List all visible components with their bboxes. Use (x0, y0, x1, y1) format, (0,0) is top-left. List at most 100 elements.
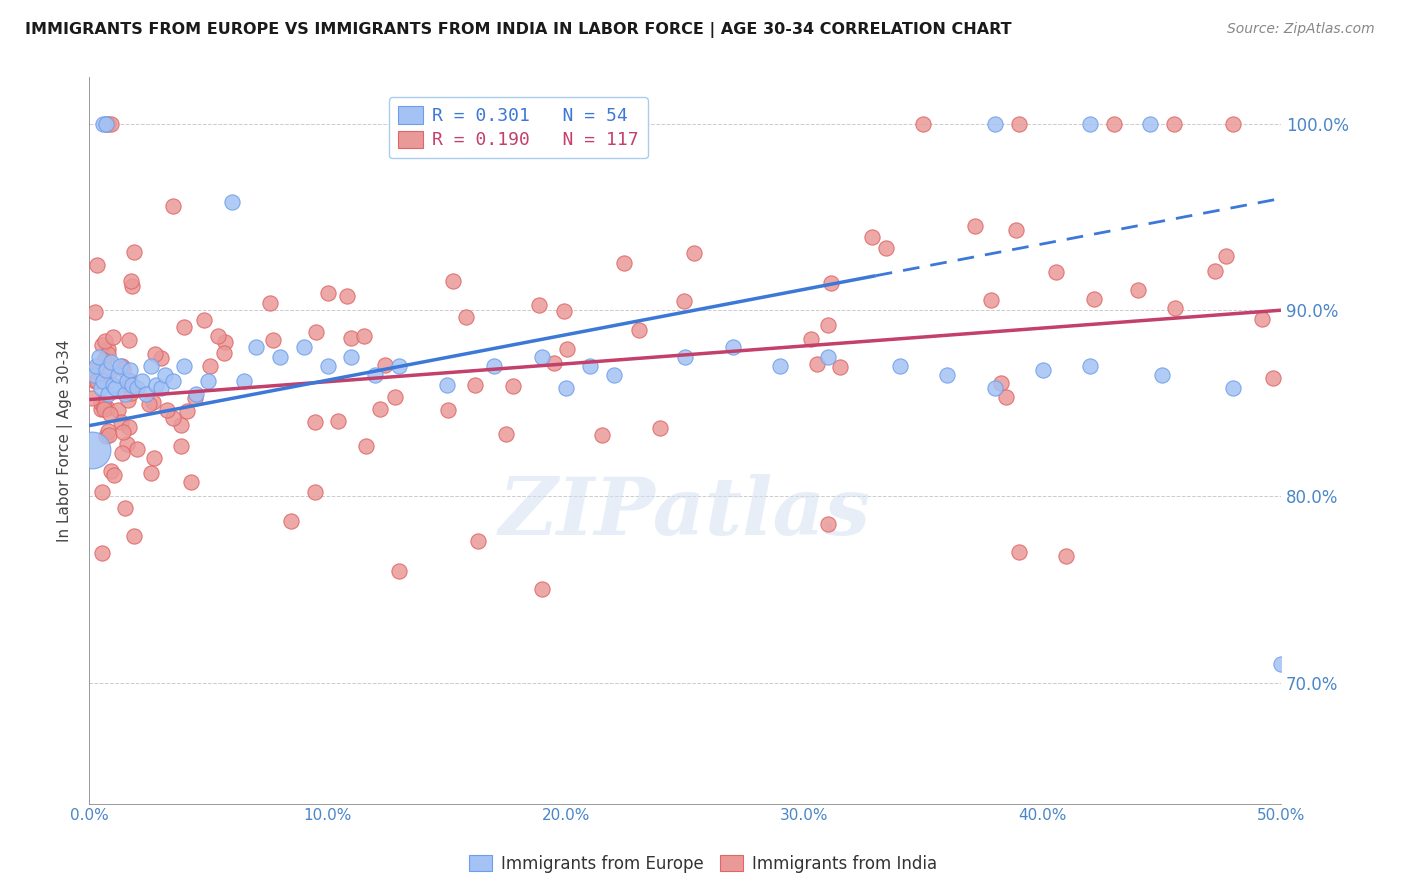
Point (117, 392, 139, 407)
Point (464, 378, 486, 392)
Text: ZIPatlas: ZIPatlas (499, 475, 872, 552)
Point (114, 387, 136, 401)
Point (682, 246, 704, 260)
Point (1078, 359, 1101, 373)
Point (602, 368, 624, 383)
Point (1163, 301, 1185, 315)
Point (1128, 283, 1150, 297)
Point (990, 376, 1012, 390)
Legend: R = 0.301   N = 54, R = 0.190   N = 117: R = 0.301 N = 54, R = 0.190 N = 117 (388, 97, 648, 159)
Point (162, 374, 184, 388)
Point (139, 466, 162, 480)
Point (340, 331, 363, 345)
Point (145, 377, 167, 392)
Point (963, 219, 986, 233)
Point (107, 402, 129, 417)
Point (984, 381, 1007, 395)
Point (384, 390, 406, 404)
Point (97, 424, 120, 438)
Point (456, 310, 478, 324)
Point (101, 377, 124, 392)
Point (1215, 249, 1237, 263)
Point (316, 285, 339, 300)
Point (83, 374, 105, 388)
Point (269, 350, 291, 364)
Point (101, 330, 124, 344)
Point (142, 451, 165, 466)
Text: IMMIGRANTS FROM EUROPE VS IMMIGRANTS FROM INDIA IN LABOR FORCE | AGE 30-34 CORRE: IMMIGRANTS FROM EUROPE VS IMMIGRANTS FRO… (25, 22, 1012, 38)
Point (121, 278, 143, 293)
Point (340, 350, 363, 364)
Point (120, 382, 142, 396)
Point (112, 361, 135, 376)
Point (118, 372, 141, 386)
Text: Source: ZipAtlas.com: Source: ZipAtlas.com (1227, 22, 1375, 37)
Point (110, 415, 132, 429)
Point (170, 439, 193, 453)
Point (82, 362, 104, 376)
Legend: Immigrants from Europe, Immigrants from India: Immigrants from Europe, Immigrants from … (463, 848, 943, 880)
Point (1139, 117, 1161, 131)
Point (388, 564, 411, 578)
Point (305, 325, 328, 339)
Point (91, 485, 114, 500)
Point (353, 329, 375, 343)
Point (221, 195, 243, 210)
Point (995, 391, 1018, 405)
Point (104, 381, 127, 395)
Point (97, 346, 120, 360)
Point (94, 429, 117, 443)
Point (120, 386, 142, 401)
Point (97, 117, 120, 131)
Point (1102, 117, 1125, 131)
Point (336, 289, 359, 303)
Point (543, 356, 565, 370)
Point (374, 359, 396, 373)
Point (388, 359, 411, 373)
Point (143, 347, 166, 361)
Point (115, 437, 138, 451)
Point (114, 500, 136, 515)
Point (980, 293, 1002, 307)
Point (90, 396, 112, 410)
Point (554, 381, 576, 395)
Point (502, 379, 524, 393)
Point (96, 401, 118, 415)
Point (1163, 117, 1185, 131)
Point (207, 329, 229, 343)
Point (304, 485, 326, 500)
Point (245, 340, 267, 354)
Point (1263, 370, 1285, 384)
Point (292, 340, 315, 354)
Point (817, 318, 839, 332)
Point (118, 363, 141, 377)
Point (93, 374, 115, 388)
Point (555, 342, 578, 356)
Point (111, 425, 134, 439)
Point (100, 355, 122, 369)
Point (769, 359, 792, 373)
Point (1222, 117, 1244, 131)
Point (198, 359, 221, 373)
Point (86, 258, 108, 272)
Point (122, 245, 145, 260)
Point (527, 298, 550, 312)
Point (1251, 312, 1274, 326)
Point (912, 117, 935, 131)
Point (441, 274, 464, 288)
Point (806, 357, 828, 371)
Point (354, 439, 377, 453)
Point (91, 546, 114, 560)
Point (531, 582, 554, 597)
Point (1054, 549, 1077, 563)
Point (110, 446, 132, 460)
Point (150, 351, 173, 365)
Point (121, 377, 143, 392)
Point (118, 334, 141, 348)
Point (1150, 368, 1173, 383)
Point (117, 374, 139, 388)
Point (94, 363, 117, 377)
Point (156, 403, 179, 417)
Point (162, 410, 184, 425)
Point (467, 533, 489, 548)
